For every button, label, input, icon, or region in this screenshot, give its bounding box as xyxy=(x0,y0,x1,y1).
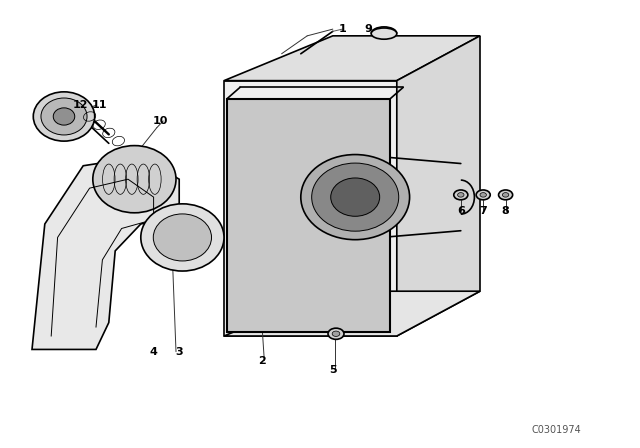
Ellipse shape xyxy=(141,204,224,271)
Text: 7: 7 xyxy=(479,206,487,215)
Ellipse shape xyxy=(53,108,75,125)
Text: 11: 11 xyxy=(92,100,107,110)
Ellipse shape xyxy=(480,193,486,197)
Polygon shape xyxy=(32,157,179,349)
Text: 6: 6 xyxy=(457,206,465,215)
Text: 5: 5 xyxy=(329,365,337,375)
Ellipse shape xyxy=(458,193,464,197)
Text: 2: 2 xyxy=(259,356,266,366)
Text: 3: 3 xyxy=(175,347,183,357)
Text: 4: 4 xyxy=(150,347,157,357)
Ellipse shape xyxy=(332,331,340,336)
Ellipse shape xyxy=(499,190,513,200)
Polygon shape xyxy=(224,36,480,81)
Text: 12: 12 xyxy=(72,100,88,110)
Ellipse shape xyxy=(93,146,176,213)
Ellipse shape xyxy=(33,92,95,141)
Polygon shape xyxy=(224,81,397,336)
Polygon shape xyxy=(224,291,480,336)
Ellipse shape xyxy=(331,178,380,216)
Text: 10: 10 xyxy=(152,116,168,126)
Ellipse shape xyxy=(454,190,468,200)
Ellipse shape xyxy=(312,163,399,231)
Text: 8: 8 xyxy=(502,206,509,215)
Ellipse shape xyxy=(41,98,87,135)
Bar xyxy=(227,99,390,332)
Polygon shape xyxy=(397,36,480,336)
Ellipse shape xyxy=(301,155,410,240)
Bar xyxy=(227,99,390,332)
Ellipse shape xyxy=(371,28,397,39)
Text: C0301974: C0301974 xyxy=(532,425,582,435)
Ellipse shape xyxy=(476,190,490,200)
Ellipse shape xyxy=(153,214,211,261)
Ellipse shape xyxy=(502,193,509,197)
Text: 1: 1 xyxy=(339,24,346,34)
Ellipse shape xyxy=(328,328,344,340)
Text: 9: 9 xyxy=(364,24,372,34)
